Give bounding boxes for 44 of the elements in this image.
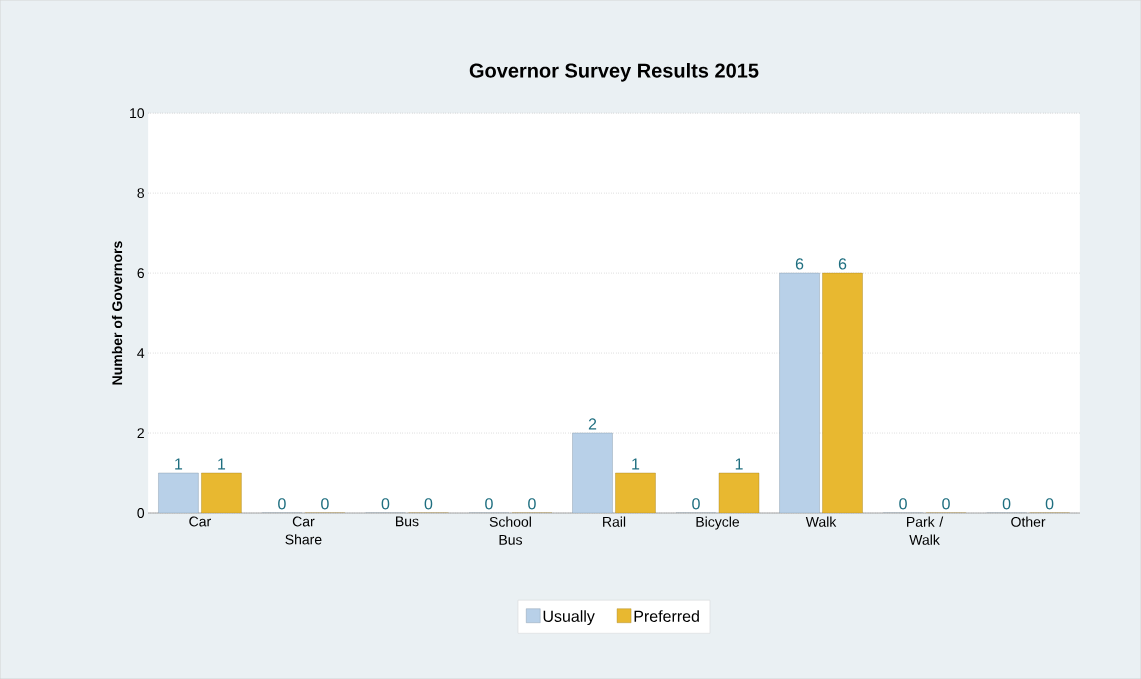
data-label: 1 bbox=[218, 458, 226, 470]
bar bbox=[201, 472, 242, 513]
bar bbox=[158, 472, 199, 513]
data-label: 0 bbox=[528, 498, 536, 510]
x-tick-label: Bus bbox=[396, 516, 419, 527]
data-label: 0 bbox=[942, 498, 950, 510]
data-label: 6 bbox=[838, 258, 847, 270]
x-tick-label: Park / Walk bbox=[907, 516, 944, 545]
data-label: 1 bbox=[735, 458, 743, 470]
y-tick-label: 8 bbox=[137, 188, 145, 199]
chart-title: Governor Survey Results 2015 bbox=[469, 62, 759, 82]
bar bbox=[615, 472, 656, 513]
y-tick-label: 2 bbox=[137, 428, 144, 438]
x-tick-label: Other bbox=[1011, 516, 1046, 527]
y-axis-title: Number of Governors bbox=[111, 241, 123, 385]
data-label: 0 bbox=[278, 498, 286, 510]
bar bbox=[779, 272, 820, 513]
data-label: 0 bbox=[381, 498, 390, 510]
bar bbox=[572, 432, 613, 513]
data-label: 0 bbox=[424, 498, 433, 510]
x-tick-label: Car Share bbox=[285, 516, 322, 545]
data-label: 0 bbox=[1002, 498, 1011, 510]
data-label: 0 bbox=[321, 498, 329, 510]
x-tick-label: Rail bbox=[603, 516, 626, 527]
data-label: 0 bbox=[899, 498, 907, 510]
bar bbox=[718, 472, 760, 513]
bar bbox=[822, 272, 863, 513]
y-tick-label: 0 bbox=[137, 507, 145, 518]
x-tick-label: Walk bbox=[805, 516, 837, 527]
data-label: 6 bbox=[795, 258, 804, 270]
legend-label: Usually bbox=[543, 610, 595, 626]
x-tick-label: Bicycle bbox=[696, 516, 740, 530]
data-label: 1 bbox=[632, 458, 640, 470]
data-label: 0 bbox=[692, 498, 700, 510]
data-label: 0 bbox=[1045, 498, 1054, 510]
y-tick-label: 4 bbox=[137, 348, 145, 358]
y-tick-label: 6 bbox=[137, 268, 144, 278]
x-tick-label: School Bus bbox=[489, 516, 531, 545]
data-label: 2 bbox=[588, 418, 597, 430]
x-tick-label: Car bbox=[189, 516, 211, 527]
data-label: 1 bbox=[175, 458, 183, 470]
y-tick-label: 10 bbox=[130, 108, 145, 119]
legend-label: Preferred bbox=[634, 610, 699, 622]
data-label: 0 bbox=[485, 498, 493, 510]
